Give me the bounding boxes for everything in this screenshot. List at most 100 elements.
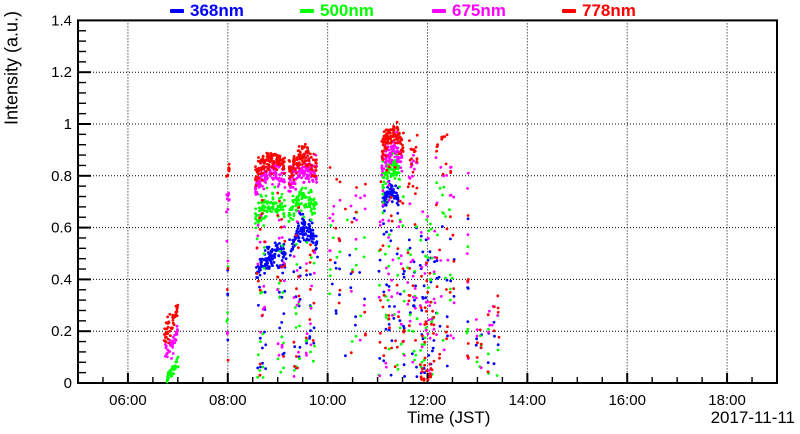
data-point — [281, 256, 285, 259]
data-point — [298, 191, 301, 194]
data-point — [410, 162, 413, 166]
data-point — [256, 223, 260, 227]
data-point — [295, 269, 299, 272]
data-point — [264, 172, 267, 176]
data-point — [466, 320, 470, 323]
data-point — [276, 357, 280, 361]
data-point — [407, 238, 411, 242]
data-point — [282, 167, 286, 171]
data-point — [256, 353, 260, 357]
data-point — [448, 273, 452, 277]
data-point — [258, 240, 262, 244]
data-point — [401, 195, 405, 199]
data-point — [382, 130, 386, 134]
series-500nm — [165, 151, 500, 384]
data-point — [445, 337, 448, 341]
data-point — [387, 272, 390, 276]
data-point — [338, 250, 342, 254]
data-point — [283, 204, 287, 208]
data-point — [419, 375, 423, 379]
data-point — [436, 233, 439, 237]
data-point — [306, 175, 309, 179]
data-point — [276, 214, 280, 217]
data-point — [329, 224, 333, 227]
data-point — [398, 199, 402, 203]
data-point — [258, 216, 261, 220]
data-point — [409, 260, 413, 264]
data-point — [297, 300, 301, 304]
data-point — [382, 149, 385, 153]
data-point — [168, 329, 172, 333]
data-point — [388, 131, 392, 134]
data-point — [439, 295, 443, 298]
data-point — [419, 238, 423, 242]
data-point — [227, 198, 231, 202]
data-point — [441, 172, 445, 176]
data-point — [358, 338, 362, 342]
data-point — [382, 167, 386, 171]
data-point — [302, 161, 306, 165]
data-point — [387, 288, 391, 292]
data-point — [427, 237, 430, 240]
data-point — [283, 186, 287, 189]
data-point — [309, 155, 313, 159]
data-point — [168, 350, 172, 353]
data-point — [384, 137, 387, 141]
data-point — [392, 138, 396, 142]
data-point — [254, 217, 258, 221]
data-point — [425, 261, 428, 265]
data-point — [433, 260, 436, 264]
data-point — [438, 186, 442, 190]
data-point — [258, 285, 261, 289]
data-point — [261, 332, 265, 336]
data-point — [387, 323, 391, 326]
data-point — [299, 229, 302, 233]
data-point — [442, 212, 446, 215]
data-point — [254, 190, 257, 194]
data-point — [277, 266, 281, 269]
data-point — [171, 352, 175, 355]
data-point — [346, 218, 349, 222]
data-point — [227, 162, 231, 166]
data-point — [310, 163, 314, 167]
y-tick-label: 1.2 — [51, 64, 72, 81]
data-point — [278, 249, 282, 253]
data-point — [309, 350, 312, 354]
data-point — [267, 164, 271, 168]
data-point — [310, 207, 313, 211]
data-point — [301, 160, 304, 163]
data-point — [390, 200, 394, 204]
data-point — [308, 234, 312, 238]
data-point — [314, 174, 318, 178]
data-point — [466, 187, 469, 190]
data-point — [292, 340, 296, 344]
data-point — [389, 196, 393, 199]
data-point — [364, 332, 367, 336]
data-point — [258, 273, 262, 277]
data-point — [488, 323, 492, 327]
data-point — [278, 296, 281, 299]
data-point — [282, 225, 286, 229]
data-point — [304, 156, 308, 160]
data-point — [166, 315, 170, 319]
data-point — [488, 309, 491, 313]
data-point — [309, 256, 313, 260]
data-point — [387, 317, 391, 321]
data-point — [263, 249, 267, 252]
data-point — [412, 304, 415, 308]
data-point — [297, 275, 300, 278]
data-point — [261, 204, 265, 208]
data-point — [496, 306, 500, 310]
data-point — [265, 202, 269, 205]
data-point — [277, 281, 281, 285]
data-point — [276, 205, 280, 209]
data-point — [296, 227, 300, 231]
data-point — [168, 339, 172, 342]
data-point — [262, 224, 265, 227]
data-point — [282, 351, 286, 355]
data-point — [259, 365, 262, 369]
data-point — [352, 217, 356, 220]
data-point — [413, 167, 416, 171]
data-point — [496, 343, 500, 347]
data-point — [300, 186, 304, 190]
